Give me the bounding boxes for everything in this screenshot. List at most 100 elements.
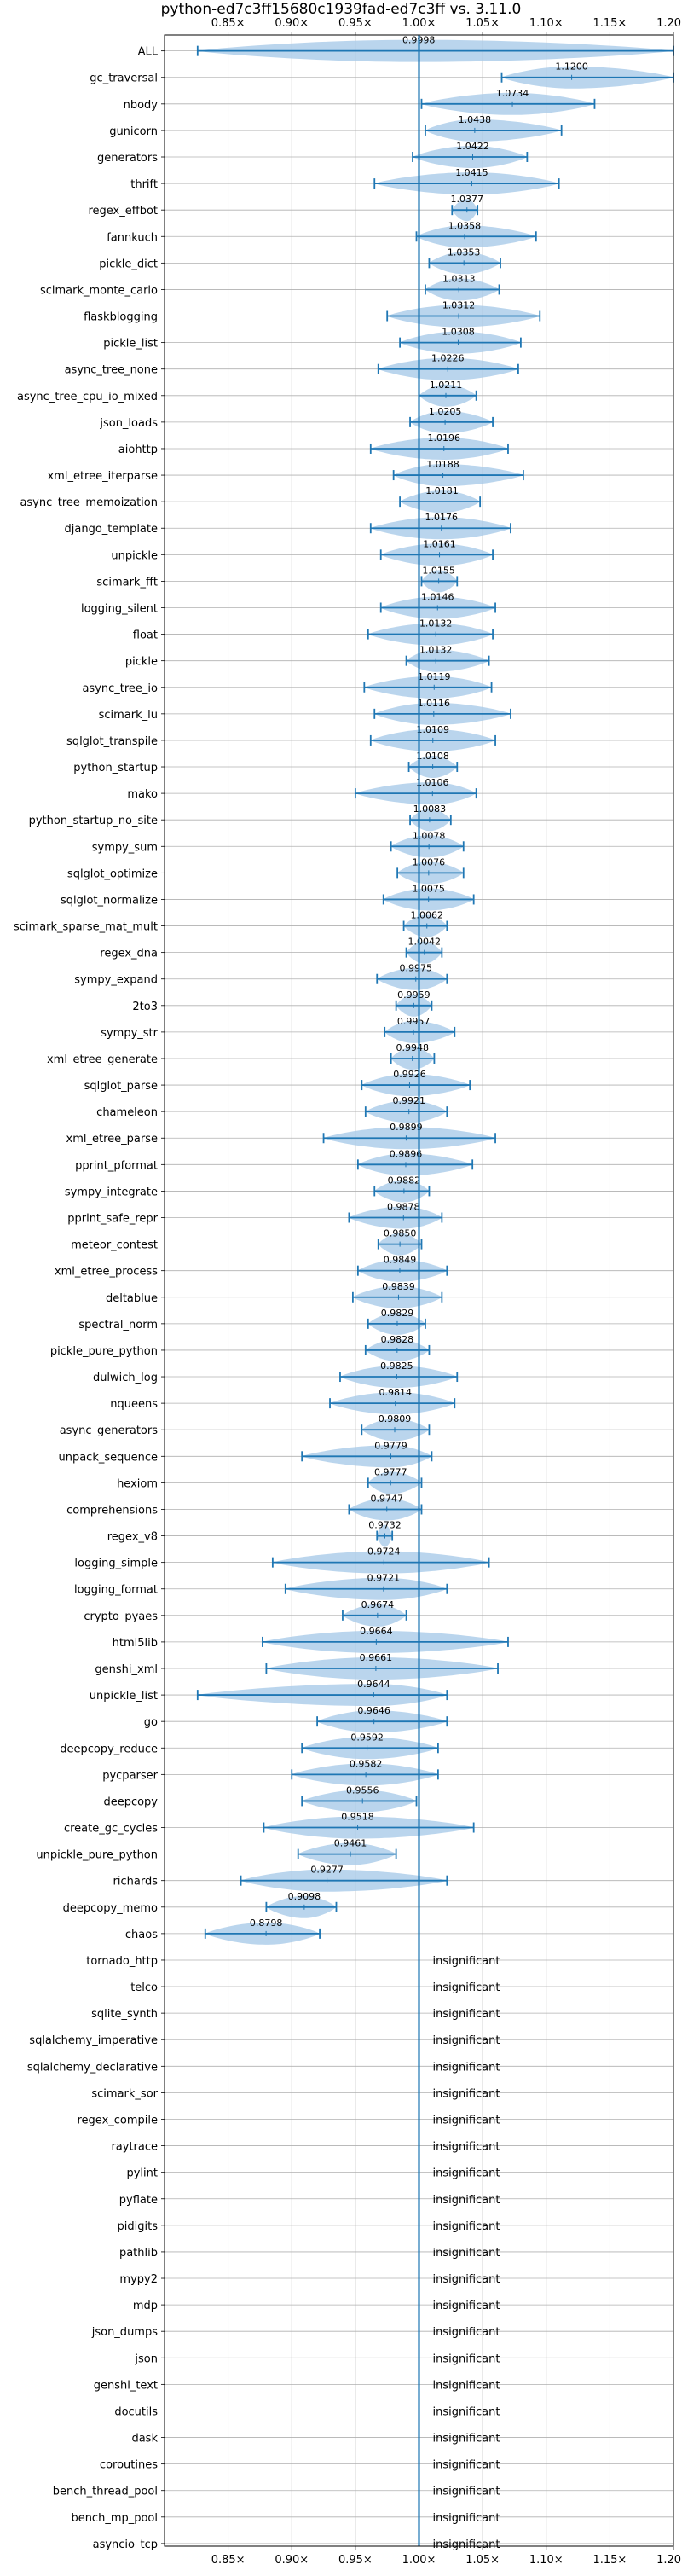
y-tick-label: logging_format — [74, 1584, 158, 1597]
value-label: 0.9724 — [367, 1546, 401, 1558]
y-tick-label: spectral_norm — [78, 1319, 158, 1332]
value-label: 0.9878 — [387, 1202, 420, 1213]
y-tick-label: sqlglot_normalize — [61, 894, 158, 907]
value-label: 1.0075 — [412, 883, 445, 894]
y-tick-label: pidigits — [118, 2220, 159, 2233]
value-label: 1.0078 — [413, 830, 446, 841]
y-tick-label: pprint_safe_repr — [67, 1213, 158, 1226]
value-label: 0.9882 — [388, 1175, 421, 1186]
insignificant-label: insignificant — [433, 2141, 500, 2154]
y-tick-label: coroutines — [100, 2459, 158, 2472]
value-label: 1.0308 — [442, 327, 475, 338]
y-tick-label: mypy2 — [119, 2273, 158, 2286]
x-tick-label-top: 1.20× — [656, 17, 682, 30]
value-label: 1.0358 — [448, 220, 482, 231]
insignificant-label: insignificant — [433, 2194, 500, 2207]
value-label: 1.0176 — [425, 512, 459, 523]
insignificant-label: insignificant — [433, 2114, 500, 2126]
insignificant-label: insignificant — [433, 2459, 500, 2472]
y-tick-label: scimark_fft — [96, 576, 158, 589]
value-label: 0.9779 — [374, 1440, 407, 1451]
y-tick-label: gunicorn — [109, 125, 158, 138]
value-label: 1.0146 — [421, 591, 454, 602]
y-tick-label: pylint — [126, 2167, 158, 2180]
y-tick-label: async_tree_none — [65, 364, 158, 377]
y-tick-label: mako — [127, 788, 158, 801]
value-label: 0.9926 — [393, 1069, 426, 1080]
y-tick-label: sqlglot_optimize — [67, 867, 158, 880]
value-label: 0.9664 — [360, 1626, 393, 1637]
y-tick-label: bench_mp_pool — [71, 2512, 158, 2525]
y-tick-label: json — [134, 2353, 158, 2365]
y-tick-label: float — [133, 629, 158, 642]
insignificant-label: insignificant — [433, 2486, 500, 2498]
value-label: 0.9721 — [367, 1573, 401, 1584]
value-label: 1.0042 — [408, 937, 442, 948]
y-tick-label: scimark_monte_carlo — [40, 284, 158, 297]
y-tick-label: pickle_dict — [99, 258, 158, 270]
y-tick-label: richards — [113, 1876, 159, 1888]
y-tick-label: sqlalchemy_imperative — [29, 2034, 158, 2047]
insignificant-label: insignificant — [433, 2008, 500, 2021]
value-label: 0.9582 — [350, 1758, 383, 1769]
y-tick-label: chameleon — [96, 1106, 158, 1119]
value-label: 0.9850 — [384, 1228, 417, 1239]
x-tick-label-top: 1.10× — [529, 17, 564, 30]
insignificant-label: insignificant — [433, 2405, 500, 2418]
value-label: 1.0119 — [418, 671, 451, 682]
y-tick-label: xml_etree_parse — [66, 1133, 158, 1146]
value-label: 1.0109 — [417, 724, 450, 735]
insignificant-label: insignificant — [433, 2247, 500, 2260]
y-tick-label: flaskblogging — [84, 311, 158, 324]
value-label: 0.9518 — [341, 1812, 374, 1823]
value-label: 0.8798 — [250, 1917, 283, 1929]
value-label: 1.1200 — [555, 61, 588, 73]
value-label: 1.0188 — [426, 459, 459, 470]
value-label: 1.0196 — [428, 432, 461, 444]
y-tick-label: regex_v8 — [107, 1531, 158, 1544]
value-label: 0.9899 — [390, 1122, 423, 1133]
chart-title: python-ed7c3ff15680c1939fad-ed7c3ff vs. … — [160, 1, 522, 18]
x-tick-label-top: 0.90× — [275, 17, 309, 30]
y-tick-label: deepcopy_memo — [63, 1902, 158, 1915]
x-tick-label-bottom: 0.90× — [275, 2554, 309, 2567]
y-tick-label: deltablue — [106, 1292, 158, 1305]
y-tick-label: go — [144, 1716, 158, 1729]
y-tick-label: xml_etree_iterparse — [47, 470, 158, 483]
y-tick-label: html5lib — [113, 1637, 158, 1650]
value-label: 0.9644 — [357, 1679, 390, 1690]
x-tick-label-bottom: 1.10× — [529, 2554, 564, 2567]
y-tick-label: scimark_lu — [99, 709, 158, 722]
y-tick-label: unpack_sequence — [58, 1451, 158, 1464]
insignificant-label: insignificant — [433, 1955, 500, 1968]
value-label: 1.0155 — [422, 565, 455, 576]
x-tick-label-top: 1.00× — [402, 17, 436, 30]
value-label: 0.9849 — [384, 1255, 417, 1266]
value-label: 0.9661 — [360, 1652, 393, 1663]
y-tick-label: logging_silent — [81, 602, 158, 615]
y-tick-label: aiohttp — [118, 444, 158, 456]
value-label: 0.9747 — [370, 1493, 403, 1504]
insignificant-label: insignificant — [433, 2353, 500, 2365]
y-tick-label: dask — [131, 2433, 158, 2445]
value-label: 0.9592 — [350, 1732, 384, 1743]
insignificant-label: insignificant — [433, 2538, 500, 2551]
y-tick-label: pyflate — [119, 2194, 158, 2207]
y-tick-label: python_startup_no_site — [29, 815, 158, 827]
y-tick-label: regex_dna — [100, 948, 158, 960]
y-tick-label: scimark_sparse_mat_mult — [14, 921, 158, 934]
value-label: 1.0083 — [413, 804, 447, 815]
y-tick-label: create_gc_cycles — [64, 1823, 158, 1836]
y-tick-label: pycparser — [102, 1769, 158, 1782]
y-tick-label: thrift — [130, 178, 158, 191]
insignificant-label: insignificant — [433, 2087, 500, 2100]
value-label: 1.0108 — [416, 751, 449, 762]
value-label: 0.9277 — [310, 1865, 344, 1876]
x-tick-label-top: 1.15× — [592, 17, 627, 30]
value-label: 0.9829 — [381, 1308, 414, 1319]
y-tick-label: genshi_xml — [95, 1663, 158, 1676]
value-label: 0.9732 — [368, 1520, 402, 1531]
y-tick-label: generators — [97, 152, 158, 165]
y-tick-label: raytrace — [111, 2141, 158, 2154]
insignificant-label: insignificant — [433, 2273, 500, 2286]
